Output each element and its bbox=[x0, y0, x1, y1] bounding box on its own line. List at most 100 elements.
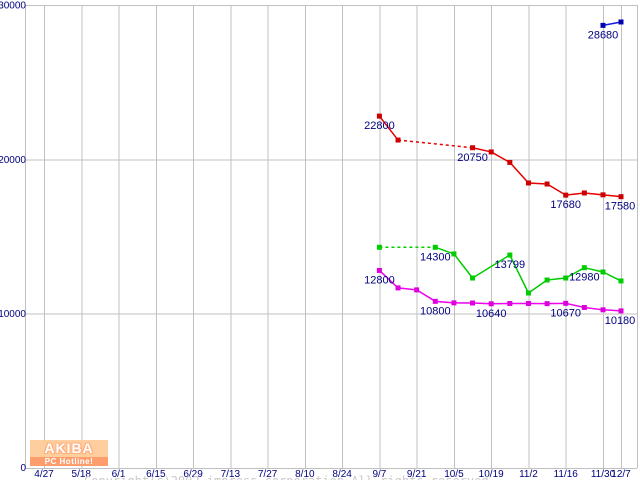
series-green-data-point bbox=[451, 251, 457, 257]
series-green-value-label: 14300 bbox=[420, 251, 451, 263]
x-axis-label: 7/13 bbox=[221, 469, 241, 480]
series-red-value-label: 17580 bbox=[605, 201, 636, 213]
series-red-segment bbox=[602, 194, 622, 198]
x-axis-label: 12/7 bbox=[611, 469, 631, 480]
series-magenta-data-point bbox=[525, 300, 531, 306]
series-green-data-point bbox=[525, 290, 531, 296]
series-magenta-data-point bbox=[544, 301, 550, 307]
series-green-data-point bbox=[544, 277, 550, 283]
series-blue-data-point bbox=[618, 19, 624, 25]
series-magenta-segment bbox=[397, 287, 417, 291]
x-axis-label: 6/15 bbox=[146, 469, 166, 480]
series-red-value-label: 22800 bbox=[364, 120, 395, 132]
copyright-line-1: Copyright(c)2002 impress corporation All… bbox=[84, 473, 496, 480]
series-green-data-point bbox=[563, 275, 569, 281]
series-green-segment bbox=[602, 271, 622, 282]
x-axis-label: 10/19 bbox=[479, 469, 504, 480]
series-green-data-point bbox=[432, 244, 438, 250]
series-blue-value-label: 28680 bbox=[588, 29, 619, 41]
series-red-data-point bbox=[618, 194, 624, 200]
y-axis-label: 0 bbox=[20, 463, 26, 474]
x-axis-label: 11/16 bbox=[554, 469, 579, 480]
series-green-data-point bbox=[618, 278, 624, 284]
series-red-value-label: 20750 bbox=[457, 152, 488, 164]
logo-title: AKIBA bbox=[30, 440, 108, 457]
y-axis-label: 20000 bbox=[0, 155, 26, 166]
series-magenta-segment bbox=[416, 289, 436, 302]
y-axis-label: 30000 bbox=[0, 1, 26, 12]
series-magenta-segment bbox=[435, 300, 454, 304]
series-green-segment bbox=[547, 277, 566, 281]
series-green-segment bbox=[528, 279, 548, 294]
series-red-data-point bbox=[470, 145, 476, 151]
series-green-data-point bbox=[376, 244, 382, 250]
series-magenta-value-label: 10670 bbox=[550, 307, 581, 319]
series-red-segment bbox=[584, 192, 604, 196]
series-red-data-point bbox=[544, 181, 550, 187]
series-magenta-value-label: 12800 bbox=[364, 274, 395, 286]
x-axis-label: 5/18 bbox=[72, 469, 92, 480]
copyright-watermark: Copyright(c)2002 impress corporation All… bbox=[84, 441, 496, 480]
y-axis-label: 10000 bbox=[0, 309, 26, 320]
series-green-data-point bbox=[581, 265, 587, 271]
series-blue-segment bbox=[602, 21, 622, 27]
series-magenta-data-point bbox=[488, 301, 494, 307]
series-magenta-value-label: 10180 bbox=[605, 315, 636, 327]
series-magenta-segment bbox=[472, 302, 492, 305]
series-red-data-point bbox=[563, 192, 569, 198]
x-axis-label: 7/27 bbox=[258, 469, 278, 480]
series-magenta-data-point bbox=[581, 304, 587, 310]
series-red-segment bbox=[472, 147, 492, 153]
x-axis-label: 9/21 bbox=[407, 469, 427, 480]
series-magenta-segment bbox=[565, 302, 585, 309]
series-magenta-segment bbox=[584, 306, 604, 311]
series-red-data-point bbox=[488, 149, 494, 155]
series-magenta-data-point bbox=[600, 307, 606, 313]
series-magenta-data-point bbox=[395, 285, 401, 291]
series-green-segment bbox=[509, 254, 530, 294]
x-axis-label: 6/29 bbox=[183, 469, 203, 480]
series-green-data-point bbox=[470, 275, 476, 281]
series-magenta-data-point bbox=[414, 287, 420, 293]
series-green-data-point bbox=[600, 269, 606, 275]
series-green-segment bbox=[453, 253, 474, 279]
x-axis-label: 9/7 bbox=[372, 469, 386, 480]
series-red-data-point bbox=[525, 180, 531, 186]
series-red-segment bbox=[378, 115, 399, 141]
series-magenta-segment bbox=[602, 309, 622, 312]
series-magenta-data-point bbox=[451, 300, 457, 306]
series-red-segment bbox=[565, 192, 585, 196]
x-axis-label: 11/2 bbox=[519, 469, 538, 480]
series-red-data-point bbox=[376, 113, 382, 119]
series-green-segment bbox=[565, 267, 585, 279]
series-magenta-data-point bbox=[432, 298, 438, 304]
x-axis-label: 11/30 bbox=[591, 469, 616, 480]
series-green-segment bbox=[584, 266, 604, 273]
series-green-data-point bbox=[507, 252, 513, 258]
x-axis-label: 6/1 bbox=[112, 469, 126, 480]
series-red-data-point bbox=[600, 192, 606, 198]
series-magenta-data-point bbox=[470, 300, 476, 306]
series-red-segment bbox=[397, 139, 473, 149]
series-magenta-data-point bbox=[618, 308, 624, 314]
akiba-pc-hotline-logo: AKIBA PC Hotline! bbox=[30, 440, 108, 466]
series-blue-data-point bbox=[600, 22, 606, 28]
x-axis-label: 4/27 bbox=[34, 469, 54, 480]
series-magenta-data-point bbox=[507, 300, 513, 306]
logo-subtitle: PC Hotline! bbox=[30, 457, 108, 466]
series-red-data-point bbox=[395, 137, 401, 143]
x-axis-label: 10/5 bbox=[444, 469, 464, 480]
x-axis-label: 8/10 bbox=[295, 469, 315, 480]
series-red-value-label: 17680 bbox=[550, 199, 581, 211]
series-red-segment bbox=[509, 161, 530, 184]
series-green-segment bbox=[435, 246, 455, 255]
x-axis-label: 8/24 bbox=[332, 469, 352, 480]
series-red-data-point bbox=[507, 159, 513, 165]
series-red-segment bbox=[546, 183, 567, 196]
series-magenta-value-label: 10800 bbox=[420, 305, 451, 317]
series-red-segment bbox=[490, 151, 511, 164]
series-red-segment bbox=[528, 182, 548, 185]
series-red-data-point bbox=[581, 190, 587, 196]
